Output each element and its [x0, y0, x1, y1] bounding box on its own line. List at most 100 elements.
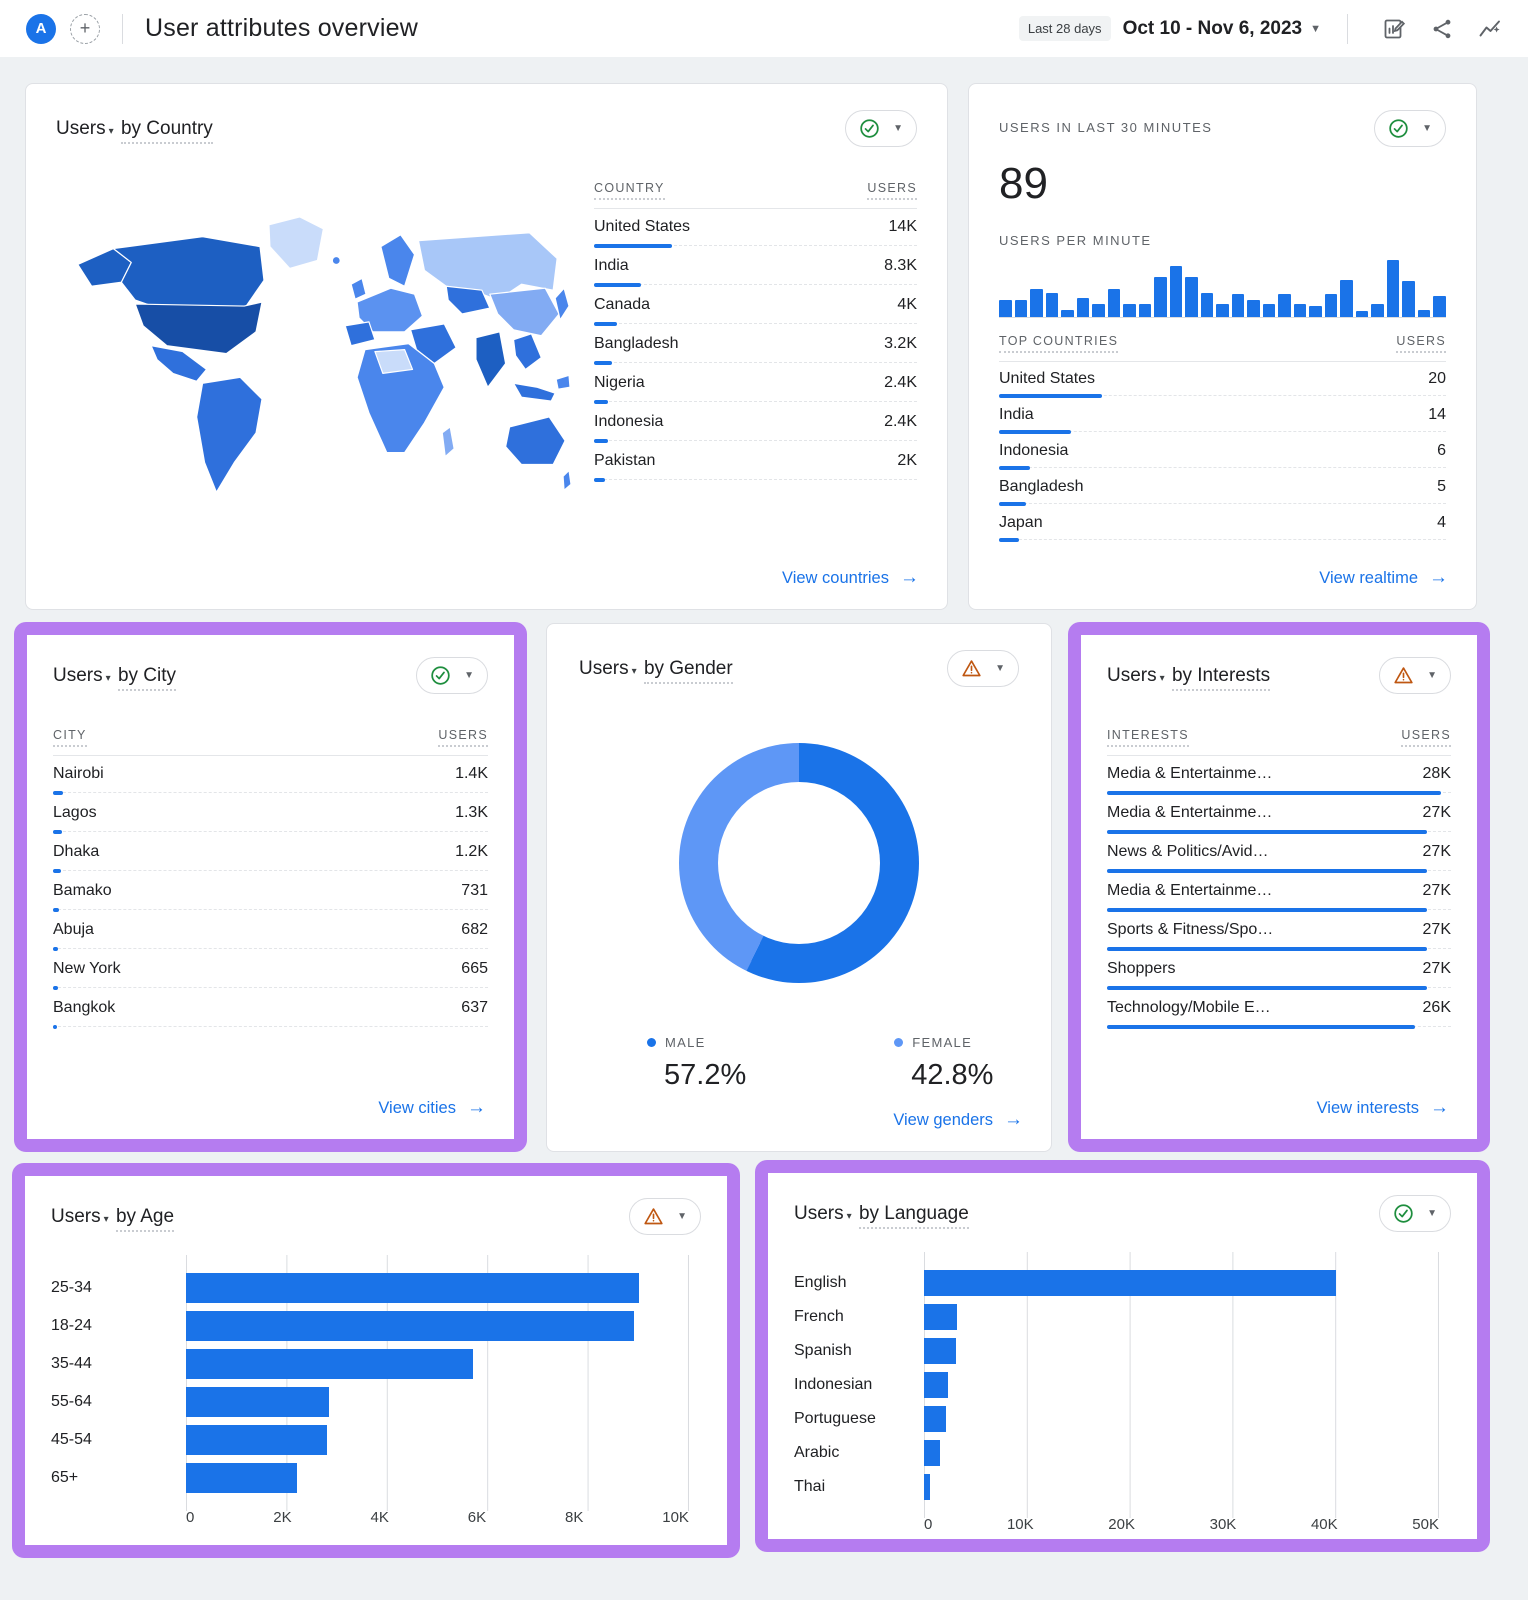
data-quality-dropdown[interactable]: ▼	[845, 110, 917, 147]
minute-bar	[1014, 299, 1028, 317]
column-header-users: USERS	[867, 181, 917, 200]
metric-selector[interactable]: Users ▾	[579, 658, 637, 679]
metric-selector[interactable]: Users ▾	[794, 1203, 852, 1224]
view-cities-link[interactable]: View cities →	[378, 1097, 486, 1118]
data-quality-dropdown[interactable]: ▼	[1374, 110, 1446, 147]
category-label: 55-64	[51, 1393, 92, 1410]
tick-label: 8K	[564, 1509, 584, 1526]
view-realtime-link[interactable]: View realtime →	[1319, 567, 1448, 588]
row-bar	[53, 791, 63, 795]
card-title: Users ▾ by Language	[794, 1195, 969, 1229]
row-value: 3.2K	[884, 335, 917, 352]
data-quality-dropdown[interactable]: ▼	[947, 650, 1019, 687]
category-label: 45-54	[51, 1431, 92, 1448]
top-bar: A + User attributes overview Last 28 day…	[0, 0, 1528, 57]
metric-selector[interactable]: Users ▾	[1107, 665, 1165, 686]
row-bar-track	[53, 1025, 488, 1029]
minute-bar	[1309, 305, 1322, 317]
bar-row	[186, 1345, 689, 1383]
row-value: 6	[1437, 442, 1446, 459]
row-label: Bangladesh	[999, 478, 1084, 495]
x-axis-ticks: 0 10K 20K 30K 40K 50K	[924, 1516, 1451, 1533]
column-header-dimension: TOP COUNTRIES	[999, 334, 1119, 353]
view-countries-link[interactable]: View countries →	[781, 567, 919, 588]
data-quality-dropdown[interactable]: ▼	[629, 1198, 701, 1235]
dimension-selector[interactable]: by Age	[115, 1206, 175, 1232]
row-bar	[53, 1025, 57, 1029]
legend-male: MALE 57.2%	[647, 1035, 746, 1092]
card-users-by-country: Users ▾ by Country ▼	[25, 83, 948, 610]
table-header: COUNTRY USERS	[594, 181, 917, 209]
metric-selector[interactable]: Users ▾	[51, 1206, 109, 1227]
category-label: Portuguese	[794, 1410, 876, 1427]
dimension-selector[interactable]: by Language	[858, 1203, 969, 1229]
data-quality-dropdown[interactable]: ▼	[1379, 657, 1451, 694]
table-row: Media & Entertainme… 28K	[1107, 756, 1451, 795]
dimension-selector[interactable]: by Country	[120, 118, 213, 144]
bar	[186, 1311, 634, 1341]
caret-down-icon: ▼	[893, 123, 903, 134]
dimension-selector[interactable]: by City	[117, 665, 177, 691]
minute-bar	[1402, 281, 1415, 317]
row-bar	[594, 283, 641, 287]
arrow-right-icon: →	[467, 1097, 486, 1118]
row-value: 5	[1437, 478, 1446, 495]
row-bar-track	[1107, 1025, 1451, 1029]
minute-bar	[1107, 288, 1121, 317]
row-value: 2.4K	[884, 413, 917, 430]
bar	[186, 1387, 330, 1417]
add-comparison-button[interactable]: +	[70, 13, 100, 44]
table-row: India 8.3K	[594, 248, 917, 287]
row-bar-track	[1107, 986, 1451, 990]
tick-label: 10K	[662, 1509, 689, 1526]
gridlines	[924, 1252, 1439, 1518]
metric-selector[interactable]: Users ▾	[56, 118, 114, 139]
table-row: Japan 4	[999, 506, 1446, 542]
country-list: COUNTRY USERS United States 14K	[586, 181, 917, 525]
row-value: 665	[461, 960, 488, 977]
caret-down-icon: ▼	[1427, 1208, 1437, 1219]
bar	[924, 1270, 1336, 1296]
dimension-selector[interactable]: by Gender	[643, 658, 733, 684]
date-range-selector[interactable]: Oct 10 - Nov 6, 2023 ▼	[1122, 17, 1321, 39]
dimension-selector[interactable]: by Interests	[1171, 665, 1271, 691]
caret-down-icon: ▼	[677, 1211, 687, 1222]
row-bar-track	[999, 502, 1446, 506]
row-value: 27K	[1422, 921, 1451, 938]
minute-bar	[1340, 279, 1353, 317]
row-value: 8.3K	[884, 257, 917, 274]
bar	[924, 1304, 957, 1330]
data-quality-dropdown[interactable]: ▼	[416, 657, 488, 694]
category-label: English	[794, 1274, 847, 1291]
column-header-dimension: CITY	[53, 728, 87, 747]
check-circle-icon	[860, 119, 879, 138]
language-axis-labels: English French Spanish Indonesian Portuguese…	[794, 1266, 924, 1504]
table-row: United States 14K	[594, 209, 917, 248]
view-interests-link[interactable]: View interests →	[1316, 1097, 1449, 1118]
metric-selector[interactable]: Users ▾	[53, 665, 111, 686]
caret-down-icon: ▼	[1422, 123, 1432, 134]
tick-label: 4K	[370, 1509, 389, 1526]
row-bar	[53, 830, 62, 834]
minute-bar	[1278, 294, 1291, 317]
bar	[186, 1425, 327, 1455]
table-row: Bamako 731	[53, 873, 488, 912]
category-label: Arabic	[794, 1444, 840, 1461]
category-label: 65+	[51, 1469, 79, 1486]
row-value: 682	[461, 921, 488, 938]
card-title: Users ▾ by Interests	[1107, 657, 1271, 691]
minute-bar	[1324, 294, 1338, 317]
insights-icon[interactable]	[1478, 17, 1502, 41]
row-bar-track	[594, 322, 917, 326]
row-bar-track	[594, 439, 917, 443]
tick-label: 50K	[1412, 1516, 1439, 1533]
customize-report-icon[interactable]	[1382, 17, 1406, 41]
data-quality-dropdown[interactable]: ▼	[1379, 1195, 1451, 1232]
avatar[interactable]: A	[26, 13, 56, 44]
row-bar-track	[594, 400, 917, 404]
share-icon[interactable]	[1430, 17, 1454, 41]
view-genders-link[interactable]: View genders →	[893, 1109, 1023, 1130]
minute-bar	[1076, 298, 1090, 317]
table-row: Lagos 1.3K	[53, 795, 488, 834]
row-label: Bangladesh	[594, 335, 679, 352]
